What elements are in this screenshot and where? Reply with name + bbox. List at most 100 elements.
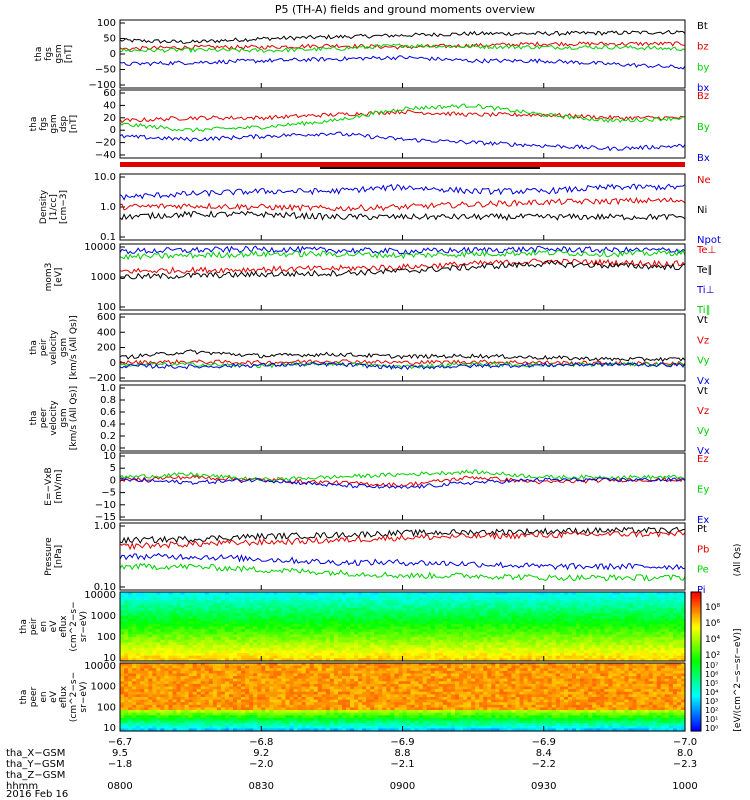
heatmap-cell <box>317 599 323 604</box>
heatmap-cell <box>563 618 569 622</box>
heatmap-cell <box>184 602 190 606</box>
heatmap-cell <box>418 607 424 612</box>
heatmap-cell <box>543 650 549 654</box>
heatmap-cell <box>249 621 254 625</box>
heatmap-cell <box>551 626 557 630</box>
heatmap-cell <box>507 670 513 675</box>
heatmap-cell <box>511 658 517 662</box>
heatmap-cell <box>632 631 638 636</box>
heatmap-cell <box>245 678 250 682</box>
heatmap-cell <box>164 663 170 667</box>
heatmap-cell <box>442 629 448 633</box>
heatmap-cell <box>446 610 452 614</box>
heatmap-cell <box>499 655 504 659</box>
heatmap-cell <box>592 602 597 606</box>
heatmap-cell <box>289 629 295 633</box>
heatmap-cell <box>656 650 662 654</box>
heatmap-cell <box>519 607 525 612</box>
heatmap-cell <box>430 618 436 622</box>
legend-p2-1: By <box>697 122 710 133</box>
heatmap-cell <box>527 613 533 617</box>
heatmap-cell <box>386 621 391 625</box>
heatmap-cell <box>660 621 666 625</box>
heatmap-cell <box>523 615 529 620</box>
frame-p5 <box>119 313 686 382</box>
heatmap-cell <box>628 602 634 606</box>
heatmap-cell <box>563 658 569 662</box>
heatmap-cell <box>563 645 569 649</box>
heatmap-cell <box>547 623 553 628</box>
heatmap-cell <box>523 658 529 662</box>
heatmap-cell <box>418 629 424 633</box>
heatmap-cell <box>672 605 678 609</box>
heatmap-cell <box>386 629 391 633</box>
heatmap-cell <box>269 665 274 669</box>
heatmap-cell <box>523 647 529 651</box>
heatmap-cell <box>454 623 460 628</box>
heatmap-cell <box>580 650 585 654</box>
heatmap-cell <box>471 631 476 636</box>
heatmap-cell <box>249 626 254 630</box>
heatmap-cell <box>398 602 404 606</box>
heatmap-cell <box>567 650 573 654</box>
heatmap-cell <box>588 665 593 669</box>
heatmap-cell <box>305 653 311 657</box>
heatmap-cell <box>354 605 359 609</box>
heatmap-cell <box>374 647 379 651</box>
heatmap-cell <box>499 615 504 620</box>
heatmap-cell <box>148 650 153 654</box>
heatmap-cell <box>563 653 569 657</box>
heatmap-cell <box>132 592 137 596</box>
heatmap-cell <box>483 639 488 644</box>
heatmap-cell <box>596 623 601 628</box>
heatmap-cell <box>350 592 355 596</box>
heatmap-cell <box>281 673 287 677</box>
heatmap-cell <box>394 642 400 646</box>
heatmap-cell <box>672 670 678 675</box>
heatmap-cell <box>672 607 678 612</box>
heatmap-cell <box>422 663 428 667</box>
heatmap-cell <box>233 670 238 675</box>
heatmap-cell <box>136 623 141 628</box>
heatmap-cell <box>487 629 492 633</box>
heatmap-cell <box>467 602 472 606</box>
heatmap-cell <box>394 605 400 609</box>
heatmap-cell <box>527 626 533 630</box>
heatmap-cell <box>612 653 617 657</box>
heatmap-cell <box>438 605 444 609</box>
heatmap-cell <box>120 647 125 651</box>
heatmap-cell <box>608 607 613 612</box>
heatmap-cell <box>503 607 509 612</box>
heatmap-cell <box>438 626 444 630</box>
heatmap-cell <box>527 610 533 614</box>
heatmap-cell <box>285 613 291 617</box>
heatmap-cell <box>604 655 609 659</box>
heatmap-cell <box>519 673 525 677</box>
heatmap-cell <box>237 618 242 622</box>
heatmap-cell <box>527 597 533 601</box>
heatmap-cell <box>648 610 654 614</box>
heatmap-cell <box>628 631 634 636</box>
heatmap-cell <box>192 594 198 598</box>
heatmap-cell <box>422 653 428 657</box>
heatmap-cell <box>313 613 319 617</box>
heatmap-cell <box>148 623 153 628</box>
heatmap-cell <box>253 658 258 662</box>
heatmap-cell <box>362 618 367 622</box>
heatmap-cell <box>200 610 206 614</box>
heatmap-cell <box>519 623 525 628</box>
heatmap-cell <box>580 681 585 685</box>
heatmap-cell <box>442 613 448 617</box>
heatmap-cell <box>281 623 287 628</box>
heatmap-cell <box>418 668 424 672</box>
heatmap-cell <box>337 645 343 649</box>
heatmap-cell <box>668 615 674 620</box>
heatmap-cell <box>329 655 335 659</box>
heatmap-cell <box>596 681 601 685</box>
heatmap-cell <box>559 678 565 682</box>
heatmap-cell <box>228 645 234 649</box>
heatmap-cell <box>120 602 125 606</box>
heatmap-cell <box>664 610 670 614</box>
heatmap-cell <box>168 615 174 620</box>
heatmap-cell <box>277 676 283 680</box>
